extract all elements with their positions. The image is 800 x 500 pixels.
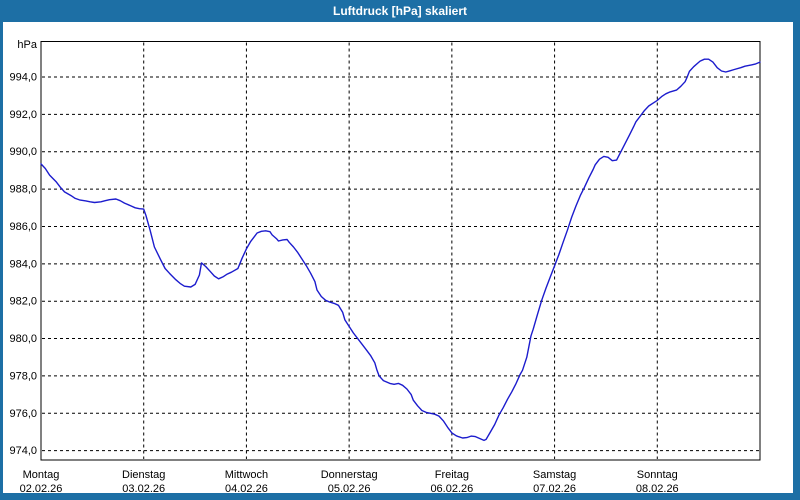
x-date-label: 05.02.26 (328, 483, 371, 493)
x-date-label: 04.02.26 (225, 483, 268, 493)
x-date-label: 07.02.26 (533, 483, 576, 493)
pressure-chart: 994,0 992,0 990,0 988,0 986,0 984,0 982,0 980,0… (9, 39, 761, 495)
x-date-label: 02.02.26 (20, 483, 63, 493)
y-tick-label: 990,0 (9, 146, 37, 158)
x-day-label: Montag (23, 469, 60, 481)
y-unit-label: hPa (17, 39, 37, 51)
x-date-label: 06.02.26 (430, 483, 473, 493)
window-title: Luftdruck [hPa] skaliert (332, 4, 468, 18)
chart-content-area: 994,0 992,0 990,0 988,0 986,0 984,0 982,0 980,0… (3, 22, 793, 495)
x-day-label: Freitag (435, 469, 469, 481)
window-titlebar: Luftdruck [hPa] skaliert (0, 0, 800, 22)
y-tick-label: 984,0 (9, 258, 37, 270)
x-day-label: Sonntag (637, 469, 678, 481)
y-tick-label: 994,0 (9, 71, 37, 83)
x-day-label: Mittwoch (225, 469, 268, 481)
y-tick-label: 988,0 (9, 184, 37, 196)
y-tick-label: 982,0 (9, 296, 37, 308)
y-tick-label: 976,0 (9, 408, 37, 420)
y-tick-label: 980,0 (9, 333, 37, 345)
x-day-label: Samstag (533, 469, 576, 481)
y-tick-label: 978,0 (9, 370, 37, 382)
x-date-label: 08.02.26 (636, 483, 679, 493)
x-day-label: Donnerstag (321, 469, 378, 481)
y-tick-label: 986,0 (9, 221, 37, 233)
x-date-label: 03.02.26 (122, 483, 165, 493)
x-day-label: Dienstag (122, 469, 165, 481)
pressure-line (40, 58, 761, 442)
plot-frame (40, 41, 761, 461)
y-tick-label: 992,0 (9, 109, 37, 121)
y-tick-label: 974,0 (9, 445, 37, 457)
